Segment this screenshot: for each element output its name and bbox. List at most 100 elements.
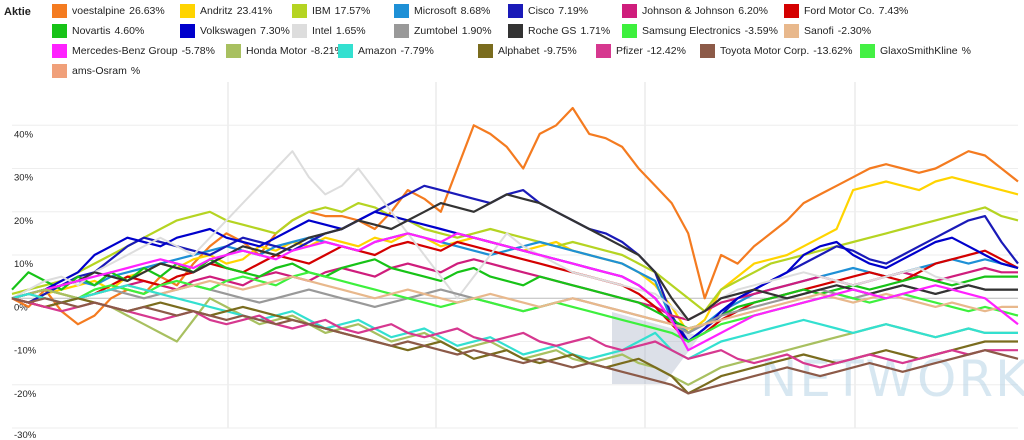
legend-swatch (52, 64, 67, 78)
series-line-roche-gs[interactable] (11, 193, 1018, 321)
series-line-ibm[interactable] (11, 202, 1019, 313)
series-line-samsung-electronics[interactable] (11, 271, 1019, 343)
legend-swatch (394, 4, 409, 18)
legend-percent: 6.20% (738, 5, 769, 17)
legend-percent: -12.42% (646, 45, 686, 57)
legend-label: Johnson & Johnson (642, 5, 735, 17)
series-line-toyota-motor-corp[interactable] (11, 297, 1019, 395)
legend-item-amazon[interactable]: Amazon -7.79% (338, 43, 434, 59)
y-tick-label: 40% (14, 129, 34, 140)
legend-item-mercedes-benz-group[interactable]: Mercedes-Benz Group -5.78% (52, 43, 215, 59)
legend-percent: 26.63% (129, 5, 165, 17)
legend-percent: -3.59% (744, 25, 778, 37)
legend-percent: 7.19% (558, 5, 589, 17)
legend: Aktie voestalpine 26.63% Andritz 23.41% IBM 1… (0, 0, 1024, 82)
legend-swatch (478, 44, 493, 58)
series-line-voestalpine[interactable] (11, 106, 1019, 326)
legend-item-toyota-motor-corp[interactable]: Toyota Motor Corp. -13.62% (700, 43, 852, 59)
legend-item-alphabet[interactable]: Alphabet -9.75% (478, 43, 577, 59)
legend-item-ibm[interactable]: IBM 17.57% (292, 3, 370, 19)
legend-percent: -2.30% (837, 25, 872, 37)
watermark-text: NETWORK (760, 350, 1024, 408)
legend-swatch (292, 24, 307, 38)
legend-label: Samsung Electronics (642, 25, 741, 37)
legend-label: Cisco (528, 5, 555, 17)
legend-label: Honda Motor (246, 45, 307, 57)
legend-item-ford-motor-co[interactable]: Ford Motor Co. 7.43% (784, 3, 908, 19)
legend-percent: -5.78% (181, 45, 215, 57)
legend-percent: 1.71% (580, 25, 611, 37)
legend-swatch (622, 24, 637, 38)
legend-percent: -8.21% (310, 45, 344, 57)
legend-swatch (700, 44, 715, 58)
legend-item-voestalpine[interactable]: voestalpine 26.63% (52, 3, 165, 19)
legend-percent: 8.68% (460, 5, 491, 17)
legend-item-zumtobel[interactable]: Zumtobel 1.90% (394, 23, 492, 39)
legend-item-volkswagen[interactable]: Volkswagen 7.30% (180, 23, 290, 39)
y-tick-label: 0% (14, 302, 28, 313)
legend-title: Aktie (4, 6, 31, 18)
legend-item-cisco[interactable]: Cisco 7.19% (508, 3, 588, 19)
legend-swatch (52, 4, 67, 18)
legend-item-intel[interactable]: Intel 1.65% (292, 23, 366, 39)
legend-label: IBM (312, 5, 331, 17)
series-line-sanofi[interactable] (11, 275, 1018, 330)
legend-label: Roche GS (528, 25, 577, 37)
legend-item-glaxosmithkline[interactable]: GlaxoSmithKline% (860, 43, 971, 59)
legend-percent: 1.90% (461, 25, 492, 37)
legend-percent: 1.65% (335, 25, 366, 37)
legend-label: Volkswagen (200, 25, 257, 37)
legend-percent: -9.75% (543, 45, 577, 57)
legend-swatch (596, 44, 611, 58)
legend-swatch (622, 4, 637, 18)
legend-percent: % (961, 45, 971, 57)
series-line-amazon[interactable] (11, 284, 1018, 360)
legend-swatch (52, 44, 67, 58)
legend-item-johnson-johnson[interactable]: Johnson & Johnson 6.20% (622, 3, 768, 19)
legend-label: Microsoft (414, 5, 457, 17)
legend-swatch (180, 4, 195, 18)
legend-label: Alphabet (498, 45, 540, 57)
legend-percent: % (130, 65, 141, 77)
legend-item-microsoft[interactable]: Microsoft 8.68% (394, 3, 490, 19)
y-tick-label: -30% (14, 430, 37, 440)
legend-label: Intel (312, 25, 332, 37)
legend-swatch (226, 44, 241, 58)
series-line-intel[interactable] (11, 150, 1018, 321)
legend-item-honda-motor[interactable]: Honda Motor -8.21% (226, 43, 344, 59)
legend-item-roche-gs[interactable]: Roche GS 1.71% (508, 23, 610, 39)
legend-item-ams-osram[interactable]: ams-Osram% (52, 63, 140, 79)
legend-label: voestalpine (72, 5, 126, 17)
legend-percent: 17.57% (334, 5, 371, 17)
y-tick-label: 10% (14, 259, 34, 270)
series-line-mercedes-benz-group[interactable] (11, 232, 1019, 352)
y-axis: 40% 30% 20% 10% 0% -10% -20% -30% (14, 129, 37, 440)
legend-percent: -7.79% (400, 45, 434, 57)
series-line-ford-motor-co[interactable] (11, 240, 1019, 343)
legend-swatch (180, 24, 195, 38)
legend-swatch (508, 24, 523, 38)
legend-item-pfizer[interactable]: Pfizer -12.42% (596, 43, 686, 59)
legend-item-novartis[interactable]: Novartis 4.60% (52, 23, 144, 39)
legend-percent: 7.43% (878, 5, 909, 17)
y-tick-label: -20% (14, 389, 37, 400)
series-line-volkswagen[interactable] (11, 210, 1019, 343)
legend-swatch (784, 4, 799, 18)
legend-item-andritz[interactable]: Andritz 23.41% (180, 3, 272, 19)
legend-swatch (338, 44, 353, 58)
legend-swatch (784, 24, 799, 38)
legend-label: Novartis (72, 25, 111, 37)
legend-percent: 4.60% (114, 25, 145, 37)
legend-item-sanofi[interactable]: Sanofi -2.30% (784, 23, 871, 39)
legend-label: Ford Motor Co. (804, 5, 875, 17)
legend-swatch (52, 24, 67, 38)
legend-label: Mercedes-Benz Group (72, 45, 178, 57)
legend-swatch (860, 44, 875, 58)
legend-item-samsung-electronics[interactable]: Samsung Electronics -3.59% (622, 23, 778, 39)
legend-swatch (508, 4, 523, 18)
legend-percent: 23.41% (236, 5, 273, 17)
legend-label: Toyota Motor Corp. (720, 45, 810, 57)
legend-label: Andritz (200, 5, 233, 17)
legend-swatch (292, 4, 307, 18)
